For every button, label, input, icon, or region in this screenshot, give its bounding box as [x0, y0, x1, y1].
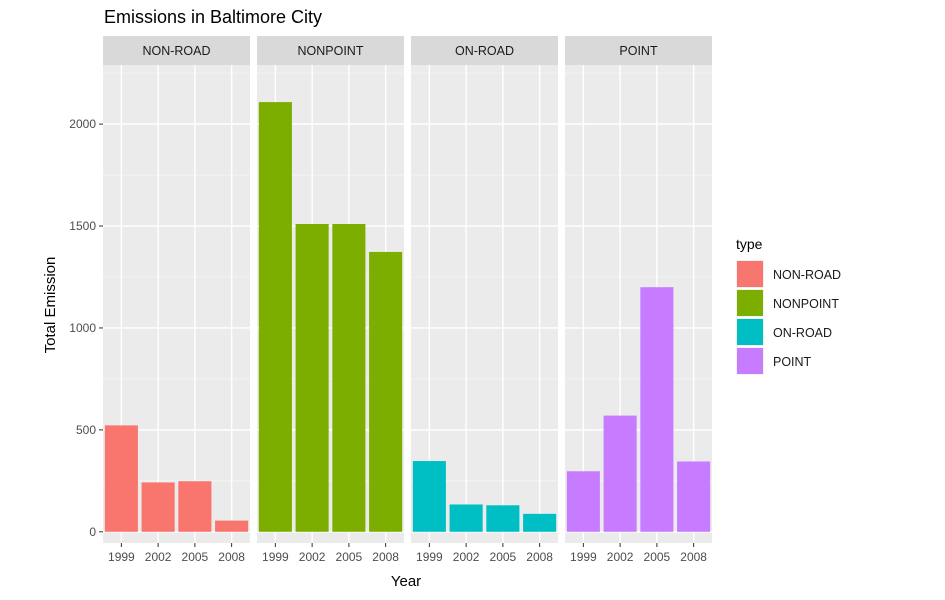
bar [640, 287, 674, 532]
legend-label: POINT [773, 355, 812, 369]
x-tick-label: 2002 [607, 550, 634, 564]
facet-strip [411, 36, 558, 65]
x-tick-label: 1999 [416, 550, 443, 564]
facet-strip-label: POINT [619, 44, 658, 58]
x-tick-label: 2002 [145, 550, 172, 564]
facet-strip [257, 36, 404, 65]
y-tick-label: 2000 [69, 117, 96, 131]
facet-panel: NON-ROAD 1999 2002 2005 2008 [103, 36, 250, 564]
bar [486, 505, 520, 532]
bar [332, 223, 366, 532]
facet-strip-label: ON-ROAD [455, 44, 514, 58]
x-tick-label: 2008 [680, 550, 707, 564]
legend-title: type [736, 236, 763, 252]
facet-strip-label: NONPOINT [298, 44, 364, 58]
x-tick-label: 1999 [570, 550, 597, 564]
facet-panel: POINT 1999 2002 2005 2008 [565, 36, 712, 564]
facet-strip [103, 36, 250, 65]
legend-swatch [737, 261, 763, 287]
legend-swatch [737, 348, 763, 374]
x-tick-label: 2005 [182, 550, 209, 564]
bar [258, 102, 292, 532]
legend-swatch [737, 319, 763, 345]
x-tick-label: 2005 [490, 550, 517, 564]
bar [141, 482, 175, 532]
legend-label: NONPOINT [773, 297, 839, 311]
facet-panels: NON-ROAD 1999 2002 2005 2008 NONPOINT 1999 2002… [103, 36, 712, 564]
bar [369, 251, 403, 532]
y-axis-label: Total Emission [42, 257, 59, 354]
bar [523, 513, 557, 532]
legend-swatch [737, 290, 763, 316]
x-tick-label: 2005 [644, 550, 671, 564]
y-tick-label: 0 [89, 525, 96, 539]
legend-label: NON-ROAD [773, 268, 841, 282]
bar [603, 415, 637, 532]
x-tick-label: 2002 [453, 550, 480, 564]
bar [104, 425, 138, 532]
bar [412, 461, 446, 532]
x-tick-label: 2002 [299, 550, 326, 564]
x-tick-label: 2008 [218, 550, 245, 564]
bar [677, 461, 711, 532]
y-tick-label: 500 [76, 423, 96, 437]
x-tick-label: 2008 [526, 550, 553, 564]
legend: type NON-ROAD NONPOINT ON-ROAD POINT [736, 236, 841, 375]
bar [178, 481, 212, 532]
bar [295, 223, 329, 532]
y-axis: 0 500 1000 1500 2000 [69, 117, 103, 539]
facet-panel: NONPOINT 1999 2002 2005 2008 [257, 36, 404, 564]
y-tick-label: 1000 [69, 321, 96, 335]
x-tick-label: 2005 [336, 550, 363, 564]
facet-strip [565, 36, 712, 65]
x-tick-label: 1999 [108, 550, 135, 564]
facet-strip-label: NON-ROAD [142, 44, 210, 58]
chart-title: Emissions in Baltimore City [104, 7, 322, 27]
facet-panel: ON-ROAD 1999 2002 2005 2008 [411, 36, 558, 564]
x-axis-label: Year [391, 573, 421, 590]
legend-label: ON-ROAD [773, 326, 832, 340]
bar [566, 471, 600, 532]
y-tick-label: 1500 [69, 219, 96, 233]
bar [215, 520, 249, 532]
x-tick-label: 2008 [372, 550, 399, 564]
bar [449, 504, 483, 532]
x-tick-label: 1999 [262, 550, 289, 564]
